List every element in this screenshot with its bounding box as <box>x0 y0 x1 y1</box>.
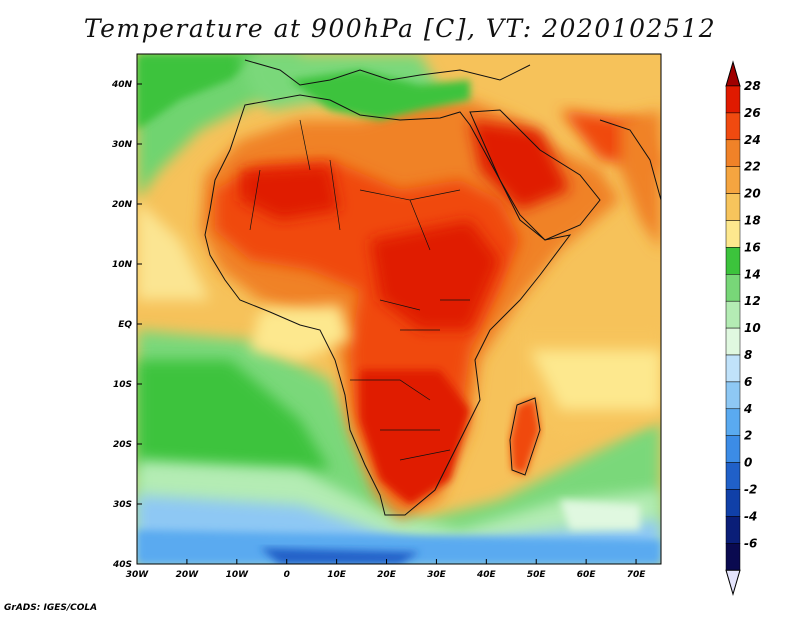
colorbar-label: 4 <box>743 402 752 416</box>
colorbar-label: 2 <box>744 429 752 443</box>
colorbar-swatch <box>725 193 741 221</box>
colorbar-swatch <box>725 462 741 490</box>
lat-tick-label: EQ <box>118 320 132 330</box>
colorbar-label: 10 <box>744 321 761 335</box>
grads-credit: GrADS: IGES/COLA <box>4 603 98 613</box>
lat-tick-label: 20N <box>112 200 133 210</box>
colorbar-swatch <box>725 300 741 329</box>
colorbar-swatch <box>725 489 741 517</box>
madagascar-coastline <box>509 397 541 476</box>
colorbar-label: 20 <box>744 187 761 201</box>
lon-tick-label: 20W <box>176 570 200 580</box>
colorbar-swatch <box>725 543 741 571</box>
lon-tick-label: 40E <box>476 570 497 580</box>
india-coastline <box>599 119 661 201</box>
colorbar-label: 6 <box>744 375 752 389</box>
colorbar-swatch <box>725 139 741 167</box>
lon-tick-label: 30W <box>126 570 150 580</box>
colorbar-swatch <box>725 85 741 114</box>
arabia-coastline <box>469 109 601 241</box>
europe-coastline <box>244 59 531 86</box>
colorbar-swatch <box>725 247 741 275</box>
lon-tick-label: 70E <box>627 570 647 580</box>
colorbar-bottom-arrow <box>725 569 741 596</box>
colorbar-label: -4 <box>744 509 757 523</box>
colorbar-swatch <box>725 354 741 383</box>
colorbar-label: 0 <box>744 456 752 470</box>
lon-tick-label: 0 <box>284 570 290 580</box>
colorbar-top-arrow <box>725 60 741 87</box>
africa-coastline <box>204 94 572 516</box>
lat-tick-label: 30N <box>112 140 133 150</box>
colorbar-label: 12 <box>744 294 761 308</box>
colorbar-label: 28 <box>744 79 761 93</box>
lat-tick-label: 20S <box>113 440 132 450</box>
lon-tick-label: 10E <box>327 570 347 580</box>
colorbar-swatch <box>725 435 741 463</box>
lon-tick-label: 30E <box>427 570 447 580</box>
lon-tick-label: 10W <box>226 570 250 580</box>
lon-tick-label: 60E <box>577 570 597 580</box>
colorbar-label: -2 <box>744 483 757 497</box>
colorbar-label: 18 <box>744 214 761 228</box>
chart-title: Temperature at 900hPa [C], VT: 202010251… <box>83 14 717 43</box>
lat-tick-label: 40N <box>111 80 133 90</box>
map-frame <box>136 53 662 565</box>
colorbar-label: 16 <box>744 240 761 254</box>
lat-tick-label: 40S <box>112 560 132 570</box>
colorbar-label: 14 <box>744 267 761 281</box>
lon-tick-label: 50E <box>527 570 547 580</box>
lon-tick-label: 20E <box>377 570 397 580</box>
colorbar-label: -6 <box>744 536 757 550</box>
colorbar-swatch <box>725 408 741 436</box>
coastlines <box>204 59 661 516</box>
colorbar-swatch <box>725 381 741 410</box>
colorbar-label: 26 <box>744 106 761 120</box>
colorbar-swatch <box>725 166 741 194</box>
colorbar-swatch <box>725 516 741 544</box>
colorbar-label: 8 <box>744 348 752 362</box>
lat-tick-label: 10S <box>113 380 132 390</box>
country-borders <box>249 119 470 461</box>
colorbar-swatch <box>725 327 741 356</box>
lat-tick-label: 30S <box>113 500 132 510</box>
colorbar-swatch <box>725 220 741 248</box>
colorbar-swatch <box>725 112 741 141</box>
temperature-field <box>137 54 661 564</box>
colorbar-label: 22 <box>744 160 761 174</box>
colorbar-swatch <box>725 274 741 302</box>
colorbar-label: 24 <box>744 133 761 147</box>
lat-tick-label: 10N <box>112 260 133 270</box>
